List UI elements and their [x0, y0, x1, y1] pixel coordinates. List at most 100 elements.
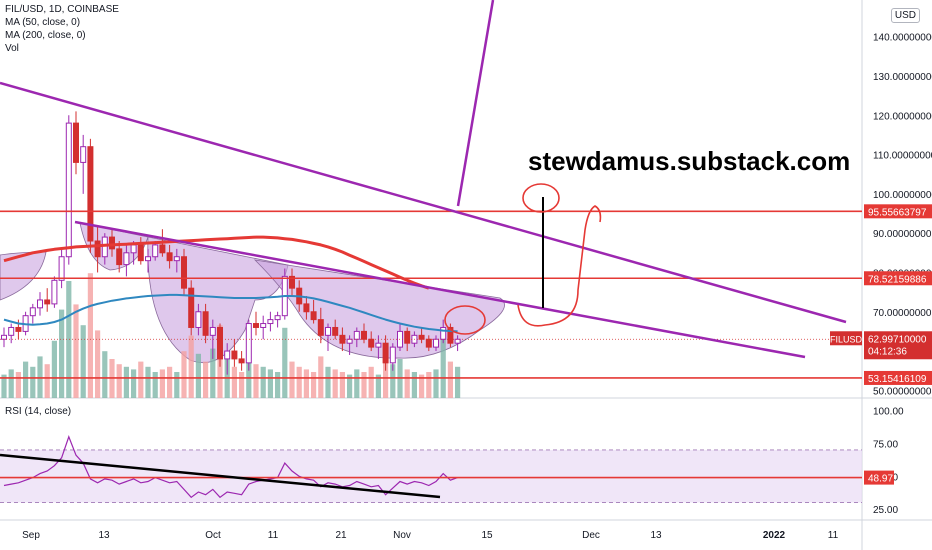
rsi-value-label: 48.97	[868, 474, 893, 485]
candle	[58, 248, 65, 289]
time-tick-label: Dec	[582, 530, 600, 541]
candle	[116, 241, 123, 273]
volume-bar	[210, 348, 216, 398]
volume-bar	[73, 304, 79, 398]
volume-bar	[181, 351, 187, 398]
volume-bar	[174, 372, 180, 398]
candle	[353, 327, 360, 348]
volume-bar	[411, 372, 417, 398]
candle-body	[274, 315, 281, 321]
time-tick-label: 15	[481, 530, 493, 541]
candle	[29, 303, 36, 324]
volume-bar	[354, 369, 360, 398]
rsi-band	[0, 449, 862, 503]
volume-bar	[80, 325, 86, 398]
candle-body	[116, 248, 123, 266]
candle-body	[433, 338, 439, 348]
candle	[325, 323, 331, 352]
candle	[281, 268, 288, 320]
currency-badge[interactable]: USD	[890, 8, 920, 23]
rsi-legend[interactable]: RSI (14, close)	[5, 406, 72, 417]
volume-bar	[368, 366, 374, 398]
ma50-legend[interactable]: MA (50, close, 0)	[5, 17, 81, 28]
volume-bar	[145, 366, 151, 398]
symbol-title[interactable]: FIL/USD, 1D, COINBASE	[5, 4, 119, 15]
volume-bar	[167, 366, 173, 398]
rsi-tick-label: 25.00	[873, 505, 898, 516]
candle-body	[51, 279, 58, 305]
current-price-label: 62.99710000	[868, 334, 927, 345]
candle-body	[425, 338, 432, 348]
candle-body	[15, 326, 22, 332]
rsi-pane	[0, 435, 862, 503]
time-tick-label: 21	[335, 530, 347, 541]
volume-bar	[383, 353, 389, 398]
price-tick-label: 100.00000000	[873, 190, 932, 201]
volume-bar	[1, 374, 7, 398]
volume-bar	[116, 364, 122, 398]
candle	[202, 303, 209, 344]
candle-body	[397, 330, 403, 348]
price-tick-label: 130.00000000	[873, 72, 932, 83]
volume-bar	[404, 369, 410, 398]
volume-bar	[203, 361, 209, 398]
candle-body	[217, 326, 223, 360]
level-price-tag	[864, 271, 932, 286]
candle	[447, 323, 454, 348]
volume-bar	[102, 351, 108, 398]
candle	[425, 335, 432, 352]
candle	[37, 292, 43, 316]
candle	[253, 311, 259, 336]
candle	[188, 280, 195, 336]
breakout-trendline	[456, 0, 495, 207]
candle-body	[209, 326, 216, 336]
volume-bar	[66, 281, 72, 398]
candle-body	[80, 146, 87, 163]
candle	[274, 311, 281, 328]
candle-body	[44, 299, 51, 305]
candle-body	[8, 326, 15, 336]
volume-bar	[30, 366, 36, 398]
volume-bar	[152, 372, 158, 398]
candle	[260, 315, 267, 340]
volume-bar	[23, 361, 29, 398]
countdown-label: 04:12:36	[868, 346, 907, 357]
candle-body	[159, 244, 166, 254]
candle	[224, 343, 231, 375]
candle-body	[231, 350, 238, 360]
candle	[368, 331, 375, 352]
candle	[181, 248, 187, 297]
volume-bar	[390, 364, 396, 398]
candle-body	[202, 311, 209, 336]
candle-body	[145, 256, 151, 262]
candle-body	[310, 311, 317, 321]
candle	[65, 115, 72, 265]
candle	[303, 296, 310, 320]
candle	[245, 319, 252, 371]
symbol-tag-label: FILUSD	[830, 334, 863, 344]
axes: 140.00000000 130.00000000 120.00000000 110.…	[22, 33, 932, 541]
candle	[195, 303, 202, 336]
volume-bar	[195, 353, 201, 398]
volume-bar	[433, 369, 439, 398]
candle-body	[195, 311, 202, 328]
candle	[267, 311, 274, 332]
candle-body	[173, 256, 180, 262]
volume-legend[interactable]: Vol	[5, 43, 19, 54]
candle-body	[332, 326, 339, 336]
candle-body	[37, 299, 43, 309]
candle	[310, 299, 317, 324]
volume-bar	[15, 372, 21, 398]
price-tick-label: 140.00000000	[873, 33, 932, 44]
level-price-label: 78.52159886	[868, 274, 927, 285]
candle-body	[152, 244, 159, 258]
ma50-line	[3, 293, 458, 333]
candle-body	[375, 342, 382, 348]
candle-body	[317, 319, 324, 336]
candle-body	[440, 326, 447, 340]
volume-bar	[138, 361, 144, 398]
candle	[454, 335, 461, 352]
ma200-legend[interactable]: MA (200, close, 0)	[5, 30, 86, 41]
price-candles	[1, 111, 461, 375]
